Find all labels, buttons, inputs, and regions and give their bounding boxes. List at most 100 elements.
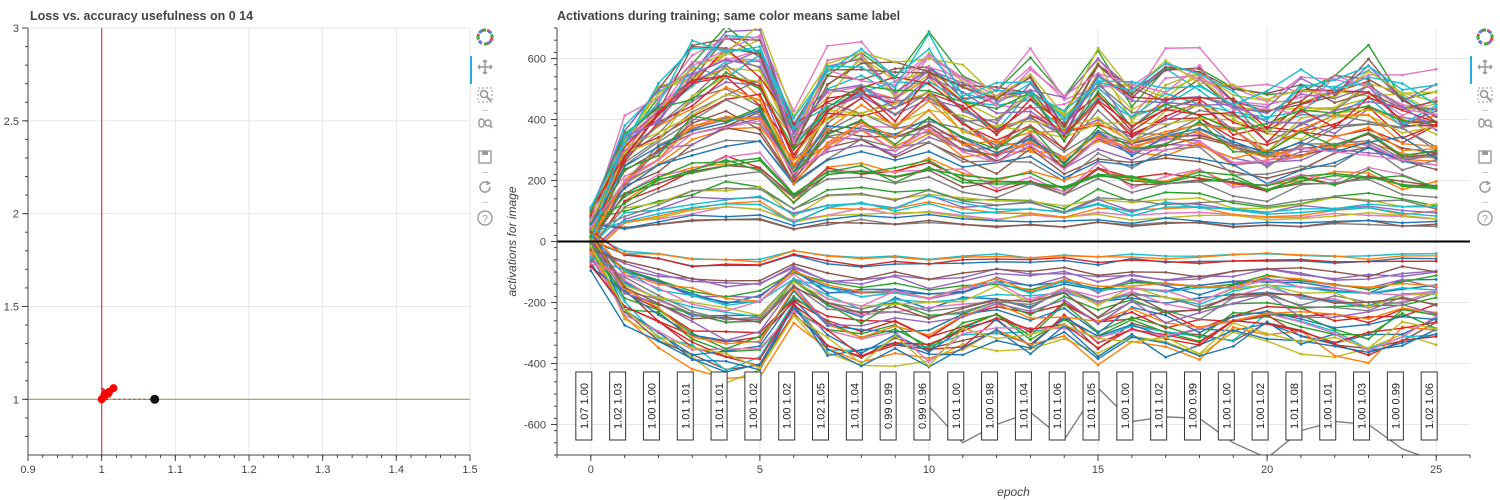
activation-point [690,39,694,42]
activation-point [826,193,829,197]
activation-series-line [590,252,1437,324]
activation-point [893,298,897,302]
activation-point [1400,82,1404,85]
epoch-label-box [812,371,830,441]
activation-point [1299,342,1303,346]
activation-point [1299,146,1303,150]
help-icon[interactable]: ? [1473,209,1497,231]
activation-point [826,271,829,275]
activation-point [995,298,998,302]
activation-point [1029,212,1032,215]
activation-point [893,143,897,146]
activation-point [927,277,931,281]
activation-point [1029,92,1032,96]
reset-icon[interactable] [1473,178,1497,200]
box-zoom-icon[interactable] [473,86,497,108]
activation-point [826,69,829,73]
activation-point [690,121,694,125]
activation-point [1062,215,1066,219]
activation-point [927,96,931,99]
activation-point [1333,306,1337,309]
activation-point [927,262,931,266]
activation-point [1299,211,1303,214]
activation-point [1130,108,1134,112]
activation-point [1062,94,1066,98]
activation-point [758,166,762,170]
left-chart[interactable]: 0.9 1 1.1 1.2 1.3 1.4 1.511.522.53 [0,0,500,500]
box-zoom-icon[interactable] [1473,86,1497,108]
activation-point [1029,284,1032,287]
activation-point [1029,346,1032,350]
activation-point [1367,330,1370,334]
pan-icon[interactable] [473,58,497,80]
help-icon[interactable]: ? [473,209,497,231]
activation-point [826,177,829,181]
pan-icon[interactable] [1473,58,1497,80]
activation-point [927,55,931,59]
activation-point [893,88,897,92]
activation-point [758,125,762,129]
activation-point [1164,124,1168,128]
activation-point [927,213,931,216]
activation-point [1198,191,1201,195]
activation-point [1400,286,1404,290]
activation-point [1400,108,1404,112]
activation-point [1029,94,1032,98]
right-x-tick-label: 5 [757,464,763,476]
activation-point [589,248,593,251]
activation-point [1198,160,1201,164]
activation-point [1333,142,1337,146]
activation-point [1299,285,1303,289]
epoch-label-text: 1.01 1.01 [680,383,692,429]
activation-point [1400,272,1404,275]
activation-point [927,258,931,262]
activation-point [1198,123,1201,127]
activation-point [1367,166,1370,169]
activation-point [859,307,863,311]
activation-point [1265,140,1269,144]
activation-point [1367,277,1370,281]
reset-icon[interactable] [473,178,497,200]
activation-point [1198,100,1201,104]
activation-point [1164,321,1168,325]
wheel-zoom-icon[interactable] [473,116,497,138]
activation-point [893,351,897,355]
activation-series-line [590,38,1437,239]
activation-point [1299,293,1303,297]
activation-point [927,297,931,301]
activation-point [1130,161,1134,164]
activation-point [893,305,897,309]
activation-point [758,366,762,370]
activation-point [961,131,965,135]
epoch-label-box [1048,371,1066,441]
epoch-label-box [1116,371,1134,441]
activation-point [995,161,998,164]
activation-point [1231,97,1235,100]
activation-point [758,113,762,117]
activation-point [690,203,694,206]
activation-point [995,177,998,181]
activation-point [826,203,829,207]
activation-point [1164,200,1168,204]
activation-point [1367,151,1370,155]
activation-point [995,172,998,176]
save-icon[interactable] [473,148,497,170]
activation-point [826,62,829,66]
activation-point [724,202,728,206]
activation-point [1198,82,1201,85]
activation-point [1164,260,1168,263]
activation-point [1434,168,1438,171]
activation-point [859,118,863,122]
save-icon[interactable] [1473,148,1497,170]
activation-point [1265,332,1269,335]
epoch-label-box [947,371,965,441]
activation-point [927,161,931,164]
activation-point [1062,254,1066,258]
wheel-zoom-icon[interactable] [1473,116,1497,138]
activation-point [1231,170,1235,174]
activation-point [1062,272,1066,276]
activation-point [1400,193,1404,196]
activation-point [1198,210,1201,214]
activation-point [1164,148,1168,152]
